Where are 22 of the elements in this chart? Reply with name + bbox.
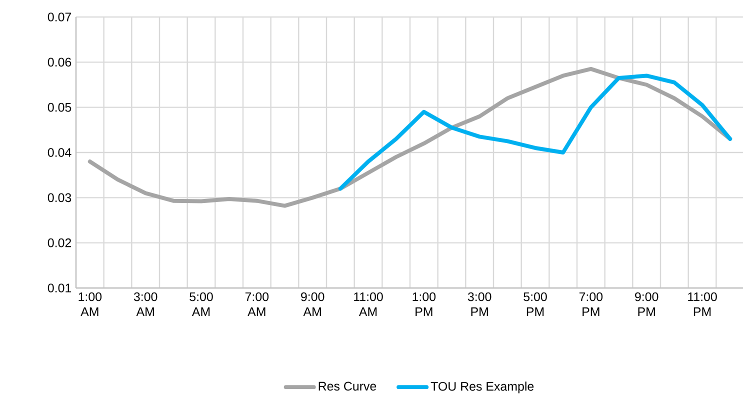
x-tick-label: 3:00 AM bbox=[134, 292, 158, 316]
y-tick-label: 0.06 bbox=[48, 58, 72, 67]
y-tick-label: 0.02 bbox=[48, 238, 72, 248]
y-tick-label: 0.05 bbox=[48, 102, 72, 112]
x-tick-label: 3:00 PM bbox=[468, 292, 492, 316]
y-tick-label: 0.07 bbox=[48, 12, 72, 22]
y-tick-label: 0.03 bbox=[48, 193, 72, 202]
line-series bbox=[338, 74, 732, 191]
x-tick-label: 5:00 PM bbox=[524, 292, 547, 316]
legend-label: TOU Res Example bbox=[430, 382, 534, 394]
x-tick-label: 11:00 AM bbox=[354, 292, 383, 316]
x-tick-label: 5:00 AM bbox=[190, 292, 213, 316]
y-tick-label: 0.01 bbox=[48, 284, 72, 292]
x-tick-label: 7:00 AM bbox=[245, 292, 269, 316]
x-tick-label: 7:00 PM bbox=[579, 292, 603, 316]
x-tick-label: 11:00 PM bbox=[688, 292, 717, 316]
x-tick-label: 9:00 PM bbox=[635, 292, 658, 316]
y-tick-label: 0.04 bbox=[48, 148, 72, 157]
x-tick-label: 1:00 AM bbox=[78, 292, 102, 316]
legend-label: Res Curve bbox=[318, 382, 376, 391]
x-tick-label: 9:00 AM bbox=[301, 292, 324, 316]
x-tick-label: 1:00 PM bbox=[412, 292, 436, 316]
